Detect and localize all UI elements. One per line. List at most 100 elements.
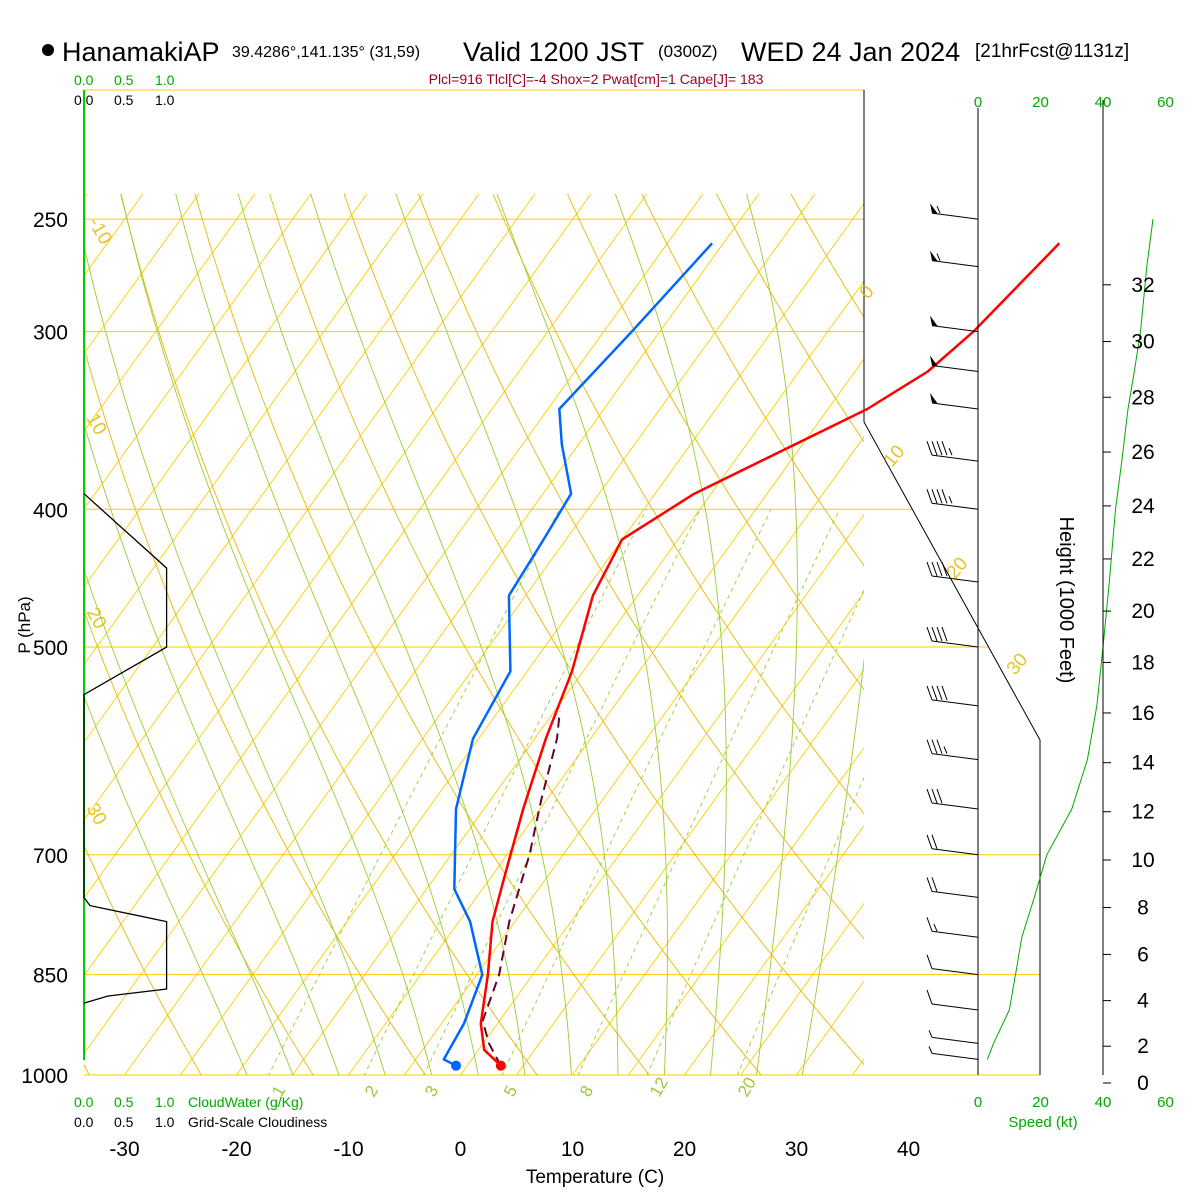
hodograph-boundary [863, 421, 1041, 1075]
wind-barb [930, 203, 979, 220]
mixing-ratio-lines [268, 509, 864, 1075]
wind-barb-staff [931, 802, 979, 810]
height-axis-title: Height (1000 Feet) [1055, 517, 1077, 684]
wind-barb-full [936, 788, 943, 804]
wind-barb-staff [931, 699, 979, 707]
temperature-label-30: 30 [785, 1138, 808, 1161]
wind-barb-staff [931, 365, 979, 373]
dry-adiabat-label: 30 [82, 800, 111, 829]
isotherm-line [84, 193, 200, 355]
wind-barb-full [931, 440, 938, 456]
mixing-ratio-line [423, 509, 701, 1075]
sounding-profiles [442, 242, 1061, 1071]
valid-date: WED 24 Jan 2024 [741, 37, 960, 67]
pressure-label-850: 850 [33, 965, 68, 988]
wind-barb [928, 1030, 979, 1044]
speed-label-bottom-60: 60 [1157, 1094, 1174, 1111]
wind-speed-curve [986, 219, 1154, 1060]
parcel-trace-line [481, 711, 561, 1067]
isotherm-line [627, 747, 864, 1075]
wind-barb [926, 877, 979, 898]
moist-adiabat-line [310, 193, 572, 1075]
moist-adiabat-line [614, 193, 727, 1075]
moist-adiabat-line [84, 694, 248, 1075]
wind-barbs [926, 203, 979, 1060]
cloud-scale-bottom-black-1: 0.5 [114, 1114, 134, 1130]
wind-barb-flag [930, 250, 938, 262]
valid-zulu: (0300Z) [658, 42, 718, 61]
temperature-label--30: -30 [109, 1138, 139, 1161]
dry-adiabat-line [418, 193, 864, 940]
valid-label: Valid 1200 JST [463, 37, 644, 67]
wind-barb-full [926, 489, 933, 504]
cloud-scale-bottom-green-0: 0.0 [74, 1094, 94, 1110]
moist-adiabat-line [84, 243, 386, 1075]
wind-barb-full [936, 685, 943, 701]
forecast-label: [21hrFcst@1131z] [975, 41, 1129, 62]
wind-barb-full [926, 989, 933, 1005]
temperature-axis-title: Temperature (C) [526, 1167, 664, 1188]
wind-barb-half [936, 253, 941, 261]
speed-label-top-20: 20 [1032, 94, 1049, 111]
dry-adiabat-line [84, 844, 202, 1075]
dewpoint-line [442, 242, 714, 1067]
wind-barb-full [941, 561, 948, 577]
wind-barb [926, 788, 979, 810]
speed-label-top-60: 60 [1157, 94, 1174, 111]
cloud-water-label: CloudWater (g/Kg) [188, 1094, 303, 1110]
wind-barb-staff [931, 454, 979, 462]
isotherm-line [739, 902, 864, 1075]
dry-adiabat-line [343, 193, 864, 1066]
cloud-scale-bottom-black-0: 0.0 [74, 1114, 94, 1130]
wind-barb-full [926, 788, 933, 804]
cloud-cover-line [83, 493, 168, 1004]
wind-barb-staff [931, 968, 979, 976]
wind-barb-full [931, 561, 938, 577]
wind-barb [926, 440, 979, 462]
station-marker-icon [42, 44, 54, 56]
cloud-scale-top-green-1: 0.5 [114, 72, 134, 88]
dry-adiabat-line [492, 193, 864, 815]
moist-adiabat-line [84, 422, 340, 1075]
isotherm-line [235, 202, 864, 1075]
wind-barb-staff [931, 502, 979, 510]
stability-indices: Plcl=916 Tlcl[C]=-4 Shox=2 Pwat[cm]=1 Ca… [429, 71, 764, 87]
moist-adiabat-line [84, 568, 294, 1075]
wind-barb-full [936, 561, 943, 577]
wind-barb [930, 315, 979, 333]
moist-adiabat-line [120, 193, 433, 1075]
dry-adiabat-line [194, 193, 650, 1075]
wind-barb [928, 1046, 979, 1060]
temperature-line [479, 242, 1061, 1067]
isotherm-line [84, 193, 368, 588]
speed-label-bottom-40: 40 [1095, 1094, 1112, 1111]
cloud-scale-bottom-green-1: 0.5 [114, 1094, 134, 1110]
wind-barb-full [941, 489, 948, 504]
mixing-ratio-label: 12 [646, 1074, 672, 1100]
wind-barb-full [941, 626, 948, 642]
dry-adiabat-label: 10 [880, 442, 910, 472]
height-label-32: 32 [1131, 274, 1154, 297]
height-label-14: 14 [1131, 752, 1155, 775]
isotherm-line [571, 669, 864, 1075]
temperature-label-20: 20 [673, 1138, 696, 1161]
mixing-ratio-line [646, 588, 864, 1075]
mixing-ratio-line [363, 509, 647, 1075]
cloud-cover-profile [83, 493, 168, 1004]
dry-adiabat-label: 10 [82, 410, 111, 439]
pressure-label-500: 500 [33, 637, 68, 660]
wind-barb-staff [931, 260, 979, 268]
wind-barb-staff [931, 1003, 979, 1011]
isotherm-line [179, 193, 816, 1075]
wind-barb-full [936, 739, 943, 754]
wind-barb-full [936, 626, 943, 642]
cloud-scale-top-black-2: 1.0 [155, 92, 175, 108]
isotherm-line [84, 193, 424, 666]
wind-barb-full [931, 788, 938, 804]
height-label-4: 4 [1137, 990, 1149, 1013]
dry-adiabat-line [84, 346, 426, 1075]
isotherm-line [999, 194, 1200, 1105]
